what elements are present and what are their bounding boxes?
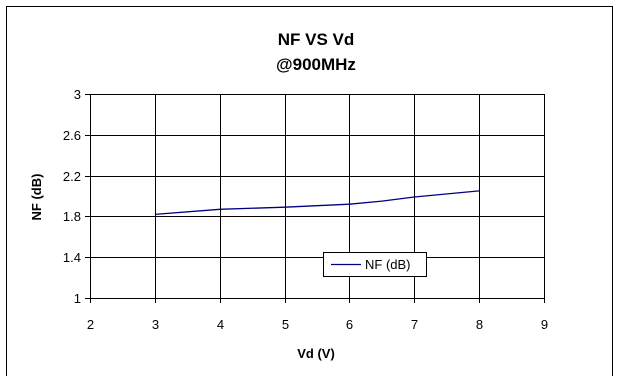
chart-title: NF VS Vd bbox=[278, 30, 355, 49]
y-tick-label-2: 1.8 bbox=[63, 209, 81, 224]
x-tick-label-4: 6 bbox=[346, 317, 353, 332]
y-tick-label-0: 1 bbox=[74, 291, 81, 306]
y-tick-label-4: 2.6 bbox=[63, 128, 81, 143]
chart-subtitle: @900MHz bbox=[276, 55, 356, 74]
x-tick-label-3: 5 bbox=[282, 317, 289, 332]
legend: NF (dB) bbox=[323, 252, 427, 277]
legend-label: NF (dB) bbox=[365, 257, 411, 272]
x-tick-label-5: 7 bbox=[411, 317, 418, 332]
x-tick-label-6: 8 bbox=[476, 317, 483, 332]
y-tick-label-3: 2.2 bbox=[63, 169, 81, 184]
x-axis-title: Vd (V) bbox=[297, 346, 335, 361]
tick-labels: 1 1.4 1.8 2.2 2.6 3 2 3 4 5 6 7 8 9 bbox=[63, 87, 548, 332]
series-lines bbox=[154, 190, 480, 216]
axes bbox=[85, 94, 545, 303]
x-tick-label-1: 3 bbox=[152, 317, 159, 332]
chart-border bbox=[6, 6, 613, 376]
x-tick-label-7: 9 bbox=[541, 317, 548, 332]
x-tick-label-2: 4 bbox=[217, 317, 224, 332]
grid-lines bbox=[90, 94, 545, 299]
y-axis-title: NF (dB) bbox=[29, 174, 44, 221]
series-line-0 bbox=[154, 190, 480, 216]
y-tick-label-5: 3 bbox=[74, 87, 81, 102]
y-tick-label-1: 1.4 bbox=[63, 250, 81, 265]
x-tick-label-0: 2 bbox=[87, 317, 94, 332]
